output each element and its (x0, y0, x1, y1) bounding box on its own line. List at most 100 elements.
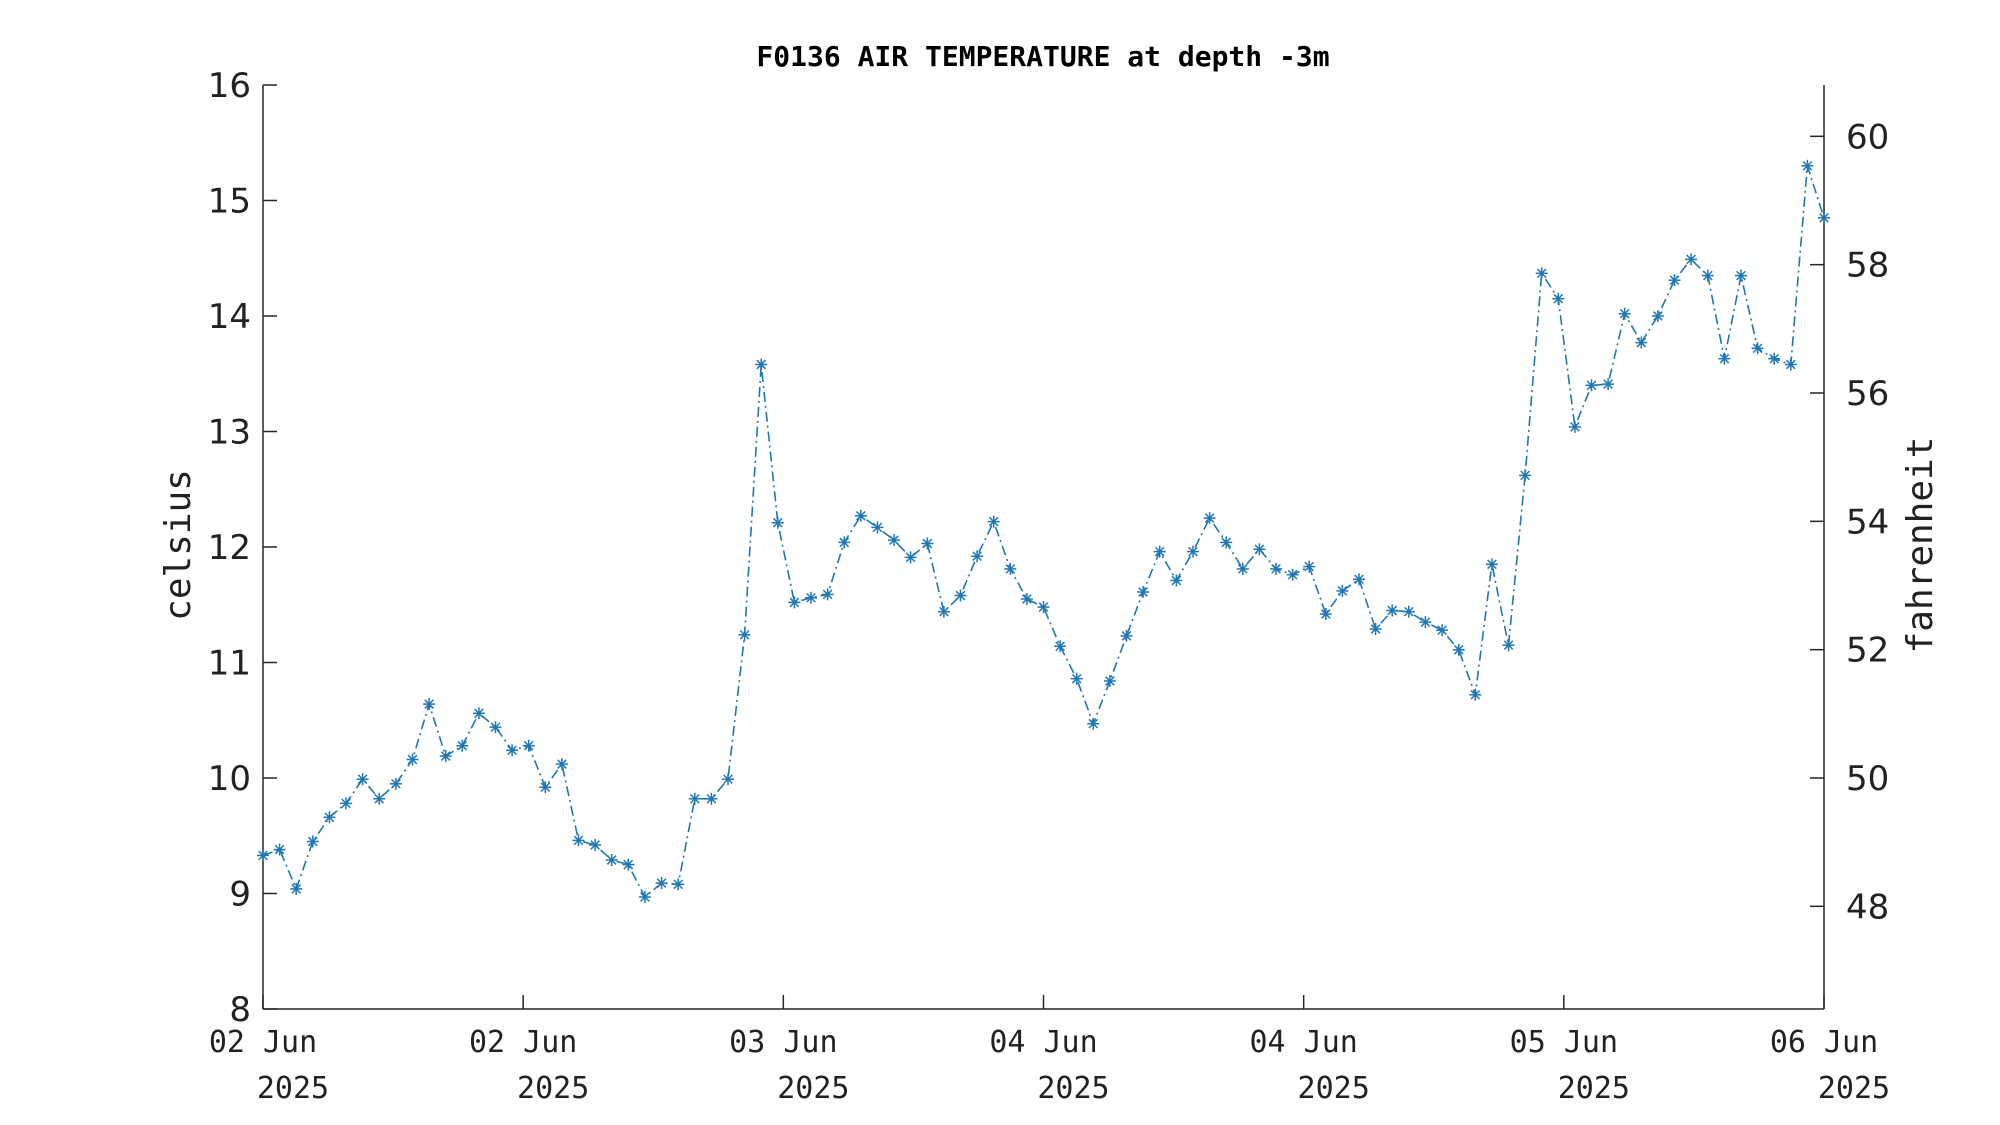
data-point (1635, 336, 1648, 349)
y2-tick-label: 52 (1846, 631, 1889, 671)
series-group (257, 159, 1830, 903)
x-tick-date: 04 Jun (1249, 1025, 1357, 1060)
data-point (555, 758, 568, 771)
data-point (1818, 211, 1830, 224)
x-tick-year: 2025 (777, 1071, 849, 1106)
data-point (838, 536, 851, 549)
x-tick-year: 2025 (1037, 1071, 1109, 1106)
data-point (1552, 292, 1565, 305)
x-tick-date: 02 Jun (469, 1025, 577, 1060)
data-point (1718, 352, 1731, 365)
data-point (888, 534, 900, 547)
left-y-axis-ticks: 8 9 10 11 12 13 14 15 16 (208, 66, 277, 1030)
data-point (904, 551, 917, 564)
y2-tick-label: 48 (1846, 887, 1889, 927)
x-tick-year: 2025 (1298, 1071, 1370, 1106)
data-point (655, 877, 668, 890)
data-point (1519, 469, 1532, 482)
data-point (1353, 573, 1365, 586)
data-point (1137, 586, 1150, 598)
x-tick-year: 2025 (1818, 1071, 1890, 1106)
x-tick-date: 06 Jun (1770, 1025, 1878, 1060)
data-point (672, 878, 685, 891)
data-point (1153, 545, 1166, 558)
y2-tick-label: 58 (1846, 246, 1889, 286)
data-point (937, 605, 950, 618)
y-tick-label: 8 (229, 990, 251, 1030)
data-point (755, 358, 768, 371)
data-point (1037, 601, 1050, 614)
data-point (423, 698, 436, 711)
data-point (1369, 623, 1382, 635)
data-point (1735, 269, 1747, 282)
x-tick-date: 05 Jun (1510, 1025, 1618, 1060)
data-point (1568, 420, 1581, 433)
data-point (1253, 543, 1266, 556)
data-point (1502, 639, 1515, 652)
data-point (1004, 562, 1017, 575)
data-point (340, 797, 352, 810)
data-point (1336, 584, 1349, 597)
data-point (1419, 616, 1432, 629)
x-tick-year: 2025 (257, 1071, 329, 1106)
data-point (439, 750, 452, 763)
data-point (921, 537, 934, 550)
y-tick-label: 15 (208, 182, 251, 222)
data-point (605, 854, 618, 866)
data-point (1585, 379, 1598, 392)
data-point (257, 849, 269, 862)
data-point (1054, 640, 1067, 653)
data-point (638, 891, 651, 903)
data-point (456, 739, 469, 752)
data-point (1751, 342, 1764, 355)
data-point (987, 515, 1000, 528)
data-point (539, 781, 552, 794)
data-point (971, 550, 984, 563)
data-point (1386, 604, 1399, 617)
data-point (705, 792, 718, 805)
data-point (871, 521, 884, 534)
y-tick-label: 16 (208, 66, 251, 106)
series-line (262, 165, 1825, 899)
data-point (771, 516, 784, 529)
data-point (954, 589, 967, 602)
data-point (1784, 358, 1797, 371)
y-tick-label: 10 (208, 759, 251, 799)
y-tick-label: 12 (208, 528, 251, 568)
chart-title: F0136 AIR TEMPERATURE at depth -3m (756, 40, 1329, 73)
data-point (1120, 629, 1133, 642)
data-point (356, 773, 369, 786)
data-point (1286, 568, 1299, 581)
data-point (1701, 269, 1714, 282)
data-point (1187, 545, 1199, 558)
data-point (373, 792, 386, 805)
y2-tick-label: 60 (1846, 117, 1889, 157)
data-point (821, 588, 834, 601)
data-point (406, 753, 419, 766)
data-point (306, 835, 319, 848)
data-point (1087, 717, 1100, 730)
data-point (1236, 562, 1249, 575)
y2-tick-label: 56 (1846, 374, 1889, 414)
data-point (1768, 352, 1781, 365)
y-tick-label: 14 (208, 297, 251, 337)
y2-tick-label: 50 (1846, 759, 1889, 799)
data-point (722, 773, 734, 786)
data-point (1485, 558, 1498, 571)
y2-tick-label: 54 (1846, 502, 1889, 542)
data-point (738, 628, 751, 641)
data-point (1436, 624, 1449, 637)
data-point (1270, 562, 1282, 575)
data-point (472, 707, 485, 720)
x-tick-date: 04 Jun (989, 1025, 1097, 1060)
data-point (688, 792, 701, 805)
data-point (1685, 253, 1698, 266)
data-point (1402, 605, 1415, 618)
data-point (1602, 378, 1615, 391)
data-point (805, 591, 817, 604)
data-point (1020, 593, 1033, 605)
x-tick-date: 03 Jun (729, 1025, 837, 1060)
x-axis-ticks: 02 Jun 2025 02 Jun 2025 03 Jun 2025 04 Jun 2025… (209, 995, 1890, 1106)
data-point (1452, 643, 1465, 656)
